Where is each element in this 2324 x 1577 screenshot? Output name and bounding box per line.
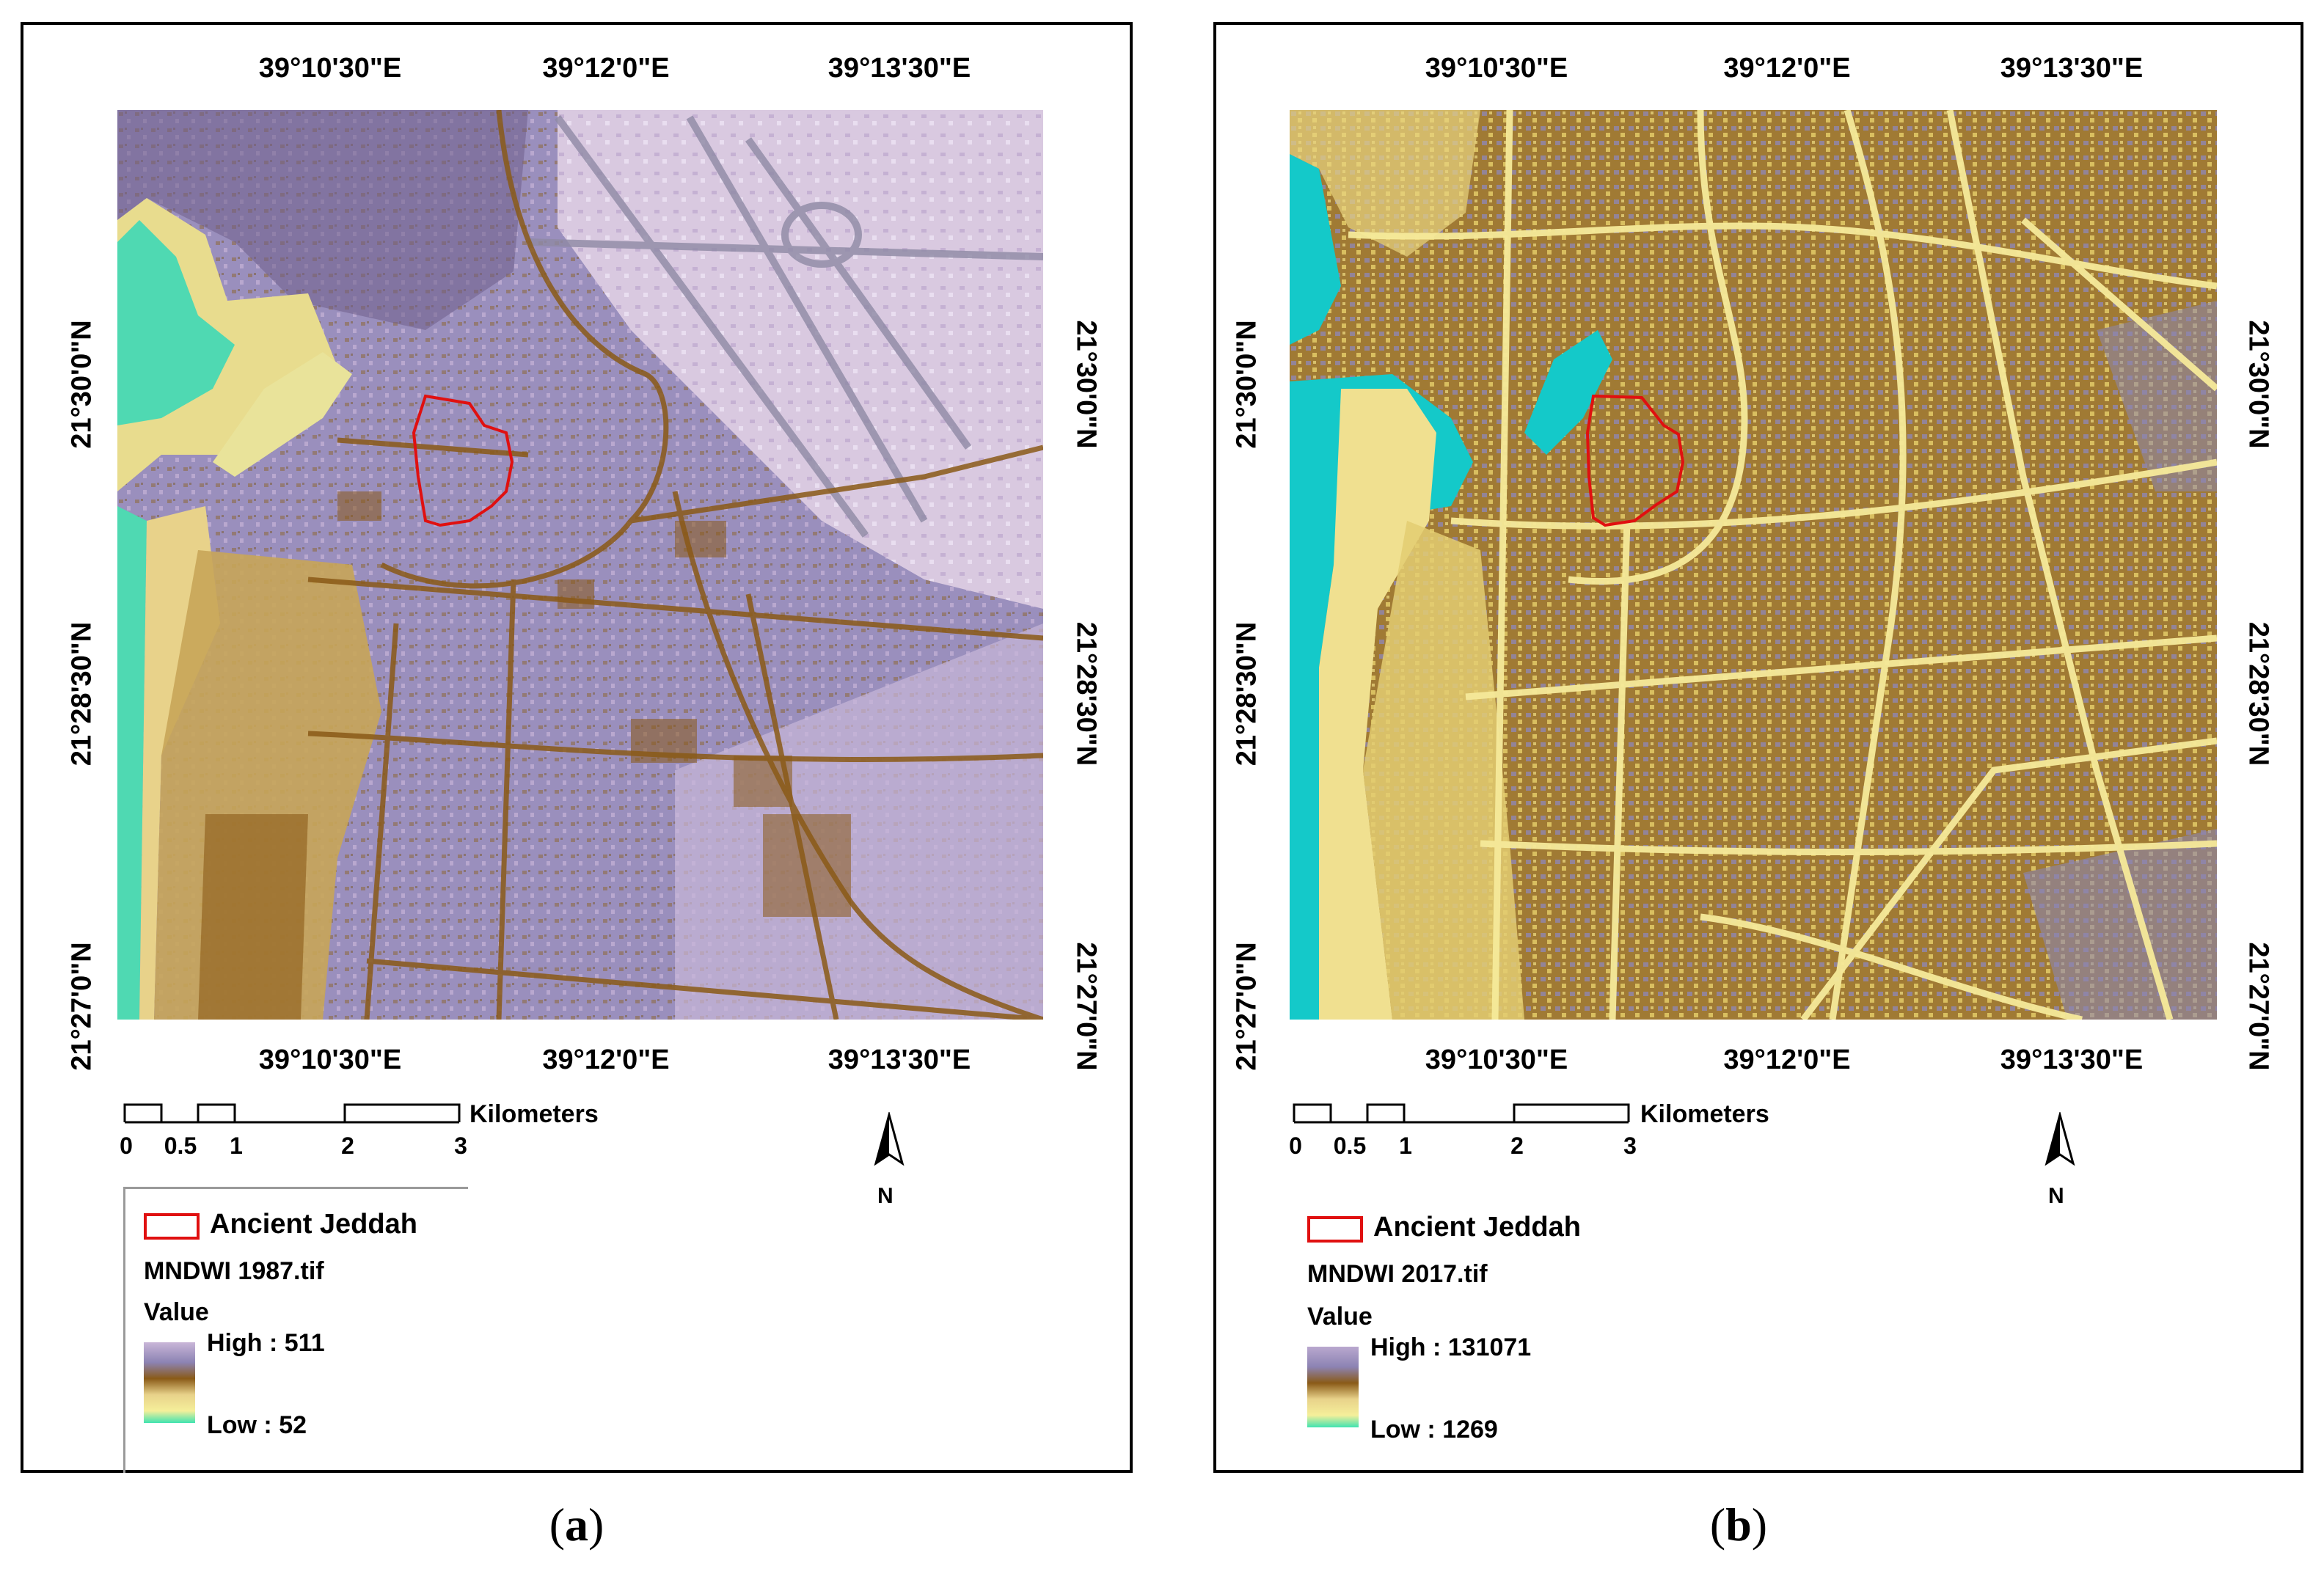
caption-b: (b) [1709, 1499, 1768, 1551]
scale-bar-a [123, 1103, 461, 1124]
legend-low-label-a: Low : 52 [207, 1411, 307, 1439]
lon-label-b-bottom-2: 39°12'0"E [1723, 1044, 1851, 1075]
legend-value-label-b: Value [1307, 1303, 1373, 1331]
lat-label-a-right-3: 21°27'0"N [1070, 942, 1102, 1071]
color-ramp-a [144, 1342, 195, 1423]
lat-label-a-left-1: 21°30'0"N [66, 320, 98, 449]
scale-tick-b-0: 0 [1289, 1133, 1302, 1159]
lat-label-a-right-2: 21°28'30"N [1070, 621, 1102, 766]
scale-tick-b-2: 2 [1510, 1133, 1524, 1159]
lon-label-a-3: 39°13'30"E [827, 53, 971, 84]
lat-label-b-right-1: 21°30'0"N [2243, 320, 2274, 449]
legend-raster-name-b: MNDWI 2017.tif [1307, 1260, 1488, 1288]
legend-high-label-b: High : 131071 [1370, 1333, 1532, 1361]
scale-tick-a-2: 2 [341, 1133, 354, 1159]
scale-tick-a-05: 0.5 [164, 1133, 197, 1159]
scale-unit-a: Kilometers [469, 1100, 599, 1128]
scale-unit-b: Kilometers [1640, 1100, 1769, 1128]
ancient-jeddah-swatch-b [1307, 1216, 1363, 1243]
lon-label-b-2: 39°12'0"E [1723, 53, 1851, 84]
legend-value-label-a: Value [144, 1298, 209, 1326]
lon-label-b-3: 39°13'30"E [2000, 53, 2144, 84]
legend-high-label-a: High : 511 [207, 1329, 325, 1357]
legend-raster-name-a: MNDWI 1987.tif [144, 1257, 324, 1285]
north-label-a: N [877, 1184, 894, 1208]
lon-label-a-1: 39°10'30"E [258, 53, 402, 84]
lon-label-b-1: 39°10'30"E [1425, 53, 1568, 84]
legend-low-label-b: Low : 1269 [1370, 1416, 1498, 1444]
legend-border-a [123, 1187, 468, 1189]
scale-tick-a-1: 1 [230, 1133, 243, 1159]
legend-boundary-label-a: Ancient Jeddah [210, 1209, 417, 1240]
lon-label-a-bottom-3: 39°13'30"E [827, 1044, 971, 1075]
lat-label-b-left-2: 21°28'30"N [1231, 621, 1263, 766]
scale-tick-a-0: 0 [120, 1133, 133, 1159]
lat-label-b-right-2: 21°28'30"N [2243, 621, 2274, 766]
lon-label-a-bottom-1: 39°10'30"E [258, 1044, 402, 1075]
lat-label-a-left-3: 21°27'0"N [66, 942, 98, 1071]
caption-a: (a) [549, 1499, 604, 1551]
lat-label-a-left-2: 21°28'30"N [66, 621, 98, 766]
ancient-jeddah-swatch-a [144, 1213, 200, 1240]
legend-boundary-label-b: Ancient Jeddah [1373, 1212, 1581, 1243]
mndwi-2017-map [1290, 110, 2217, 1020]
ancient-jeddah-boundary-a [412, 394, 514, 527]
legend-border-a-side [123, 1187, 125, 1473]
lat-label-b-left-3: 21°27'0"N [1231, 942, 1263, 1071]
lon-label-a-bottom-2: 39°12'0"E [542, 1044, 670, 1075]
lon-label-b-bottom-1: 39°10'30"E [1425, 1044, 1568, 1075]
north-label-b: N [2048, 1184, 2064, 1208]
mndwi-1987-map [117, 110, 1043, 1020]
north-arrow-icon [874, 1112, 905, 1166]
scale-tick-a-3: 3 [454, 1133, 467, 1159]
color-ramp-b [1307, 1347, 1359, 1427]
scale-bar-b [1293, 1103, 1630, 1124]
scale-tick-b-1: 1 [1399, 1133, 1412, 1159]
north-arrow-icon [2045, 1112, 2075, 1166]
scale-tick-b-3: 3 [1623, 1133, 1637, 1159]
lat-label-a-right-1: 21°30'0"N [1070, 320, 1102, 449]
lon-label-a-2: 39°12'0"E [542, 53, 670, 84]
lon-label-b-bottom-3: 39°13'30"E [2000, 1044, 2144, 1075]
ancient-jeddah-boundary-b [1585, 394, 1685, 527]
lat-label-b-right-3: 21°27'0"N [2243, 942, 2274, 1071]
scale-tick-b-05: 0.5 [1333, 1133, 1367, 1159]
lat-label-b-left-1: 21°30'0"N [1231, 320, 1263, 449]
